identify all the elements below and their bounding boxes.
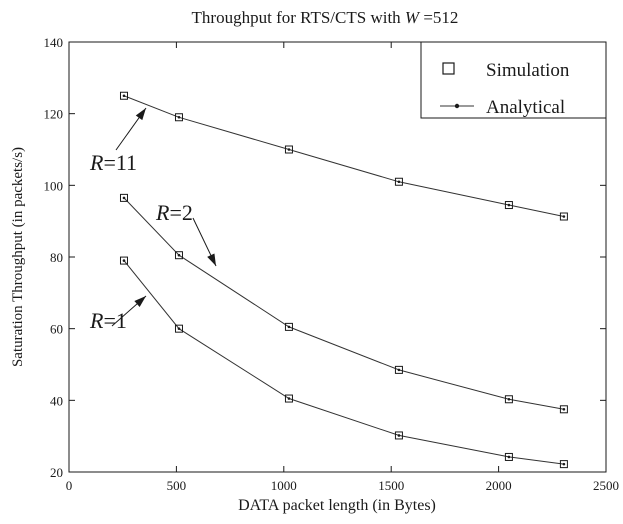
legend-analytical-dot <box>454 103 460 109</box>
analytical-point <box>122 196 126 200</box>
annotation-arrowhead <box>207 253 216 266</box>
analytical-point <box>177 115 181 119</box>
simulation-point <box>559 405 568 414</box>
series-group <box>119 91 568 469</box>
series-line-2 <box>123 260 564 465</box>
y-tick-label: 120 <box>44 107 64 122</box>
annotation-arrowhead <box>134 296 146 307</box>
analytical-point <box>177 253 181 257</box>
analytical-point <box>397 180 401 184</box>
y-tick-label: 40 <box>50 393 63 408</box>
x-tick-label: 500 <box>167 478 187 493</box>
simulation-point <box>284 145 293 154</box>
legend-analytical-label: Analytical <box>486 97 565 118</box>
simulation-point <box>559 212 568 221</box>
chart-title: Throughput for RTS/CTS with W =512 <box>192 8 459 27</box>
simulation-point <box>119 91 128 100</box>
analytical-point <box>287 325 291 329</box>
simulation-point <box>394 177 403 186</box>
annotation-text: =2 <box>169 200 192 225</box>
simulation-point <box>504 201 513 210</box>
analytical-point <box>397 368 401 372</box>
y-tick-label: 80 <box>50 250 63 265</box>
analytical-point <box>177 327 181 330</box>
legend-box <box>420 41 607 119</box>
chart-title-var: W <box>405 8 421 27</box>
y-tick-label: 140 <box>44 35 64 50</box>
annotation-text: =1 <box>103 308 126 333</box>
y-tick-label: 60 <box>50 322 63 337</box>
legend-simulation-marker <box>442 62 455 75</box>
annotation-var: R <box>89 308 104 333</box>
simulation-point <box>174 251 183 260</box>
x-tick-label: 1500 <box>378 478 404 493</box>
simulation-point <box>394 365 403 374</box>
x-axis-label: DATA packet length (in Bytes) <box>238 497 436 514</box>
simulation-point <box>284 394 293 403</box>
y-axis-label: Saturation Throughput (in packets/s) <box>10 147 26 367</box>
y-tick-label: 20 <box>50 465 63 480</box>
simulation-point <box>174 113 183 122</box>
analytical-point <box>562 215 566 218</box>
series-line-0 <box>123 95 565 217</box>
annotations-group: R=11R=2R=1 <box>89 107 217 333</box>
annotation-var: R <box>155 200 170 225</box>
x-tick-label: 0 <box>66 478 73 493</box>
simulation-point <box>504 395 513 404</box>
analytical-point <box>562 462 566 466</box>
y-tick-label: 100 <box>44 178 64 193</box>
annotation-text: =11 <box>103 150 137 175</box>
annotation-label: R=1 <box>89 308 127 333</box>
legend-simulation-label: Simulation <box>486 60 570 81</box>
simulation-point <box>559 460 568 469</box>
analytical-point <box>507 455 511 459</box>
annotation-label: R=2 <box>155 200 193 225</box>
legend: Simulation Analytical <box>420 41 607 119</box>
chart-title-suffix: =512 <box>419 8 458 27</box>
analytical-point <box>122 94 126 98</box>
annotation-var: R <box>89 150 104 175</box>
x-tick-label: 2500 <box>593 478 619 493</box>
simulation-point <box>174 324 183 333</box>
simulation-point <box>119 256 128 265</box>
analytical-point <box>507 203 511 207</box>
annotation-arrowhead <box>135 108 146 121</box>
simulation-point <box>119 193 128 202</box>
simulation-point <box>504 452 513 461</box>
analytical-point <box>122 259 126 262</box>
analytical-point <box>507 397 511 401</box>
simulation-point <box>394 431 403 440</box>
analytical-point <box>397 434 401 437</box>
series-line-1 <box>123 197 564 410</box>
analytical-point <box>562 407 566 411</box>
simulation-point <box>284 322 293 331</box>
chart-title-prefix: Throughput for RTS/CTS with <box>192 8 405 27</box>
annotation-label: R=11 <box>89 150 137 175</box>
analytical-point <box>287 397 291 400</box>
x-axis-ticks: 0 500 1000 1500 2000 2500 <box>66 42 619 493</box>
analytical-point <box>287 148 291 151</box>
x-tick-label: 1000 <box>271 478 297 493</box>
x-tick-label: 2000 <box>486 478 512 493</box>
y-axis-ticks: 20 40 60 80 100 120 140 <box>44 35 606 480</box>
